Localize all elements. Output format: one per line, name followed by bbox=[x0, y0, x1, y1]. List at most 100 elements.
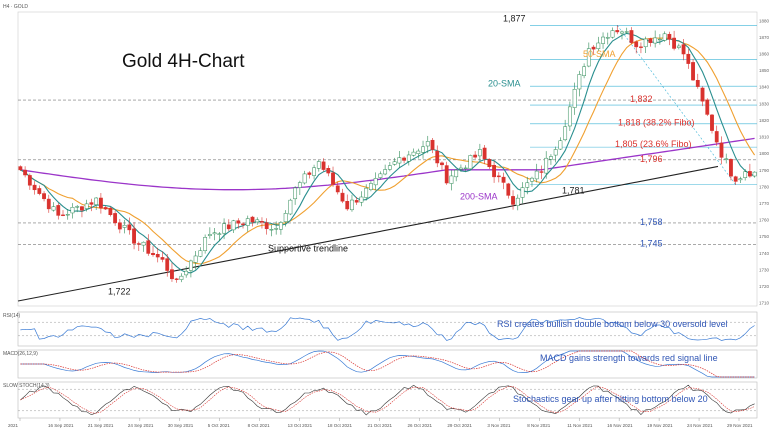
candle-body bbox=[113, 213, 118, 224]
candle-body bbox=[141, 241, 146, 246]
candle-body bbox=[27, 175, 32, 186]
price-axis-tick: 1820 bbox=[759, 118, 770, 123]
candle-body bbox=[402, 157, 406, 161]
candle-body bbox=[605, 37, 610, 39]
candle-body bbox=[184, 270, 189, 276]
x-tick-label: 16 Sep 2021 bbox=[48, 423, 74, 428]
candle-body bbox=[56, 205, 61, 216]
candle-body bbox=[477, 149, 482, 157]
candle-body bbox=[558, 140, 563, 150]
candle-body bbox=[686, 53, 691, 64]
macd-plot-area bbox=[17, 349, 758, 379]
price-axis-tick: 1830 bbox=[759, 101, 770, 106]
candle-body bbox=[51, 206, 56, 211]
candle-body bbox=[378, 173, 383, 178]
candle-body bbox=[506, 183, 511, 196]
rsi-panel: RSI(14) RSI creates bullish double bottom… bbox=[3, 311, 758, 347]
x-tick-label: 19 Nov 2021 bbox=[647, 423, 673, 428]
stoch-k-line bbox=[20, 384, 755, 416]
candle-body bbox=[406, 154, 411, 162]
price-axis-tick: 1710 bbox=[759, 301, 770, 306]
candle-body bbox=[387, 165, 392, 170]
candle-body bbox=[75, 206, 80, 208]
candle-body bbox=[719, 142, 724, 158]
price-axis-tick: 1750 bbox=[759, 234, 770, 239]
candle-body bbox=[146, 240, 151, 254]
trendline-label: Supportive trendline bbox=[268, 244, 348, 254]
candle-body bbox=[596, 42, 601, 50]
price-level-label: 1,745 bbox=[640, 239, 663, 249]
candle-body bbox=[411, 151, 416, 156]
candle-body bbox=[326, 168, 331, 174]
candle-body bbox=[151, 253, 155, 256]
price-level-label: 1,781 bbox=[562, 186, 585, 196]
candle-body bbox=[601, 36, 605, 44]
price-level-label: 1,758 bbox=[640, 217, 663, 227]
candle-body bbox=[691, 62, 695, 81]
fibo-diagonal bbox=[617, 25, 736, 185]
sma20-label: 20-SMA bbox=[488, 79, 521, 89]
candle-body bbox=[615, 30, 620, 33]
candle-body bbox=[331, 172, 335, 185]
candle-body bbox=[174, 278, 179, 280]
candle-body bbox=[108, 207, 113, 216]
candle-body bbox=[46, 198, 51, 210]
candle-body bbox=[127, 224, 132, 231]
candle-body bbox=[65, 214, 70, 216]
candle-body bbox=[397, 157, 402, 164]
candle-body bbox=[629, 30, 634, 43]
candle-body bbox=[492, 165, 496, 178]
x-tick-label: 3 Nov 2021 bbox=[487, 423, 511, 428]
candle-body bbox=[582, 66, 587, 76]
candle-body bbox=[260, 221, 264, 223]
candle-body bbox=[624, 31, 629, 33]
x-tick-label: 26 Oct 2021 bbox=[407, 423, 432, 428]
candle-body bbox=[98, 197, 103, 209]
price-axis-tick: 1800 bbox=[759, 151, 770, 156]
candle-body bbox=[567, 106, 572, 127]
price-axis-tick: 1840 bbox=[759, 85, 770, 90]
candle-body bbox=[672, 37, 677, 49]
candle-body bbox=[335, 185, 340, 193]
stoch-d-line bbox=[20, 386, 755, 414]
candle-body bbox=[37, 188, 42, 194]
price-axis-tick: 1810 bbox=[759, 135, 770, 140]
price-axis-tick: 1780 bbox=[759, 184, 770, 189]
candle-body bbox=[705, 99, 710, 115]
candle-body bbox=[274, 228, 279, 230]
stoch-annotation: Stochastics gear up after hitting bottom… bbox=[513, 394, 708, 404]
candle-body bbox=[620, 31, 624, 34]
candle-body bbox=[425, 141, 430, 147]
candle-body bbox=[354, 200, 359, 203]
price-level-label: 1,805 (23.6% Fibo) bbox=[615, 139, 692, 149]
candle-body bbox=[729, 159, 733, 177]
candle-body bbox=[681, 44, 686, 55]
x-tick-label: 29 Oct 2021 bbox=[447, 423, 472, 428]
candle-body bbox=[80, 206, 84, 211]
candle-body bbox=[18, 166, 23, 171]
candle-body bbox=[132, 228, 136, 244]
macd-line bbox=[20, 350, 755, 378]
candle-body bbox=[610, 30, 615, 38]
price-axis-tick: 1850 bbox=[759, 68, 770, 73]
x-tick-label: 8 Nov 2021 bbox=[527, 423, 551, 428]
candle-body bbox=[383, 169, 388, 175]
candle-body bbox=[283, 213, 288, 222]
x-tick-label: 29 Nov 2021 bbox=[727, 423, 753, 428]
candle-body bbox=[198, 250, 203, 257]
candle-body bbox=[482, 147, 487, 160]
price-axis-tick: 1860 bbox=[759, 52, 770, 57]
candle-body bbox=[520, 187, 525, 198]
candle-body bbox=[530, 177, 534, 182]
candle-body bbox=[155, 254, 160, 258]
candle-body bbox=[217, 233, 222, 235]
candle-body bbox=[255, 219, 260, 223]
price-plot-area bbox=[17, 11, 758, 307]
candle-body bbox=[32, 184, 37, 191]
candle-body bbox=[591, 46, 596, 50]
price-axis-tick: 1760 bbox=[759, 218, 770, 223]
price-panel: 1710 1720 1730 1740 1750 1760 1770 1780 1790 1800… bbox=[17, 11, 770, 307]
candle-body bbox=[416, 150, 421, 154]
